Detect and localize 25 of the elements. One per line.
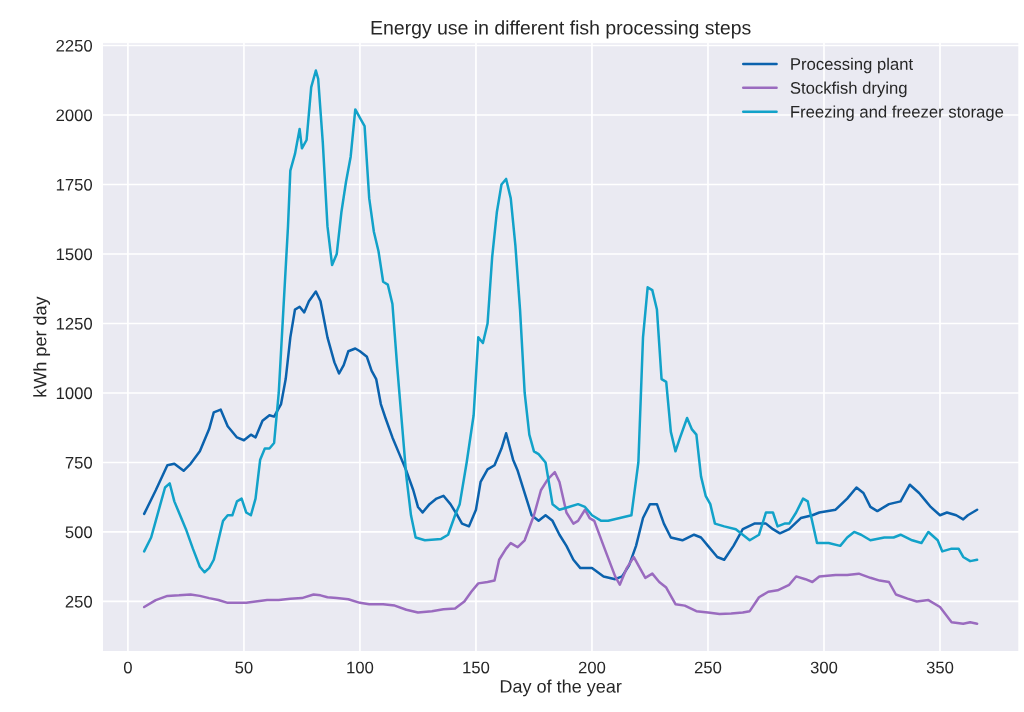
y-tick-label: 500 [65,526,93,539]
x-tick-label: 200 [578,661,606,674]
x-tick-label: 100 [347,661,374,674]
x-tick-label: 150 [463,661,490,674]
y-tick-label: 2000 [56,109,93,122]
x-tick-label: 300 [810,661,838,674]
y-tick-label: 1250 [56,317,93,330]
y-tick-label: 1000 [56,387,93,400]
line-series [142,290,979,581]
x-tick-label: 50 [235,661,253,674]
y-tick-label: 2250 [56,39,93,52]
legend-label: Freezing and freezer storage [791,105,1004,121]
y-axis-title: kWh per day [33,296,51,397]
x-axis-title: Day of the year [500,679,622,697]
y-tick-label: 1750 [56,178,93,191]
x-tick-label: 0 [123,661,132,674]
line-series [142,470,979,625]
x-tick-label: 350 [926,661,954,674]
y-tick-label: 1500 [56,248,93,261]
y-tick-label: 250 [65,595,93,608]
chart-title: Energy use in different fish processing steps [371,20,751,39]
x-tick-label: 250 [694,661,722,674]
legend-label: Stockfish drying [790,81,907,98]
y-tick-label: 750 [65,456,93,469]
legend-label: Processing plant [791,57,913,74]
